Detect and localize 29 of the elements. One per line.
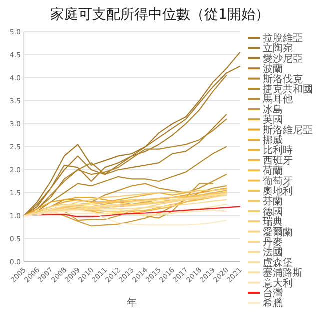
legend-label: 挪威 [263,134,283,146]
legend-label: 意大利 [262,277,293,290]
legend-label: 馬耳他 [262,94,293,106]
legend-label: 希臘 [263,298,283,310]
legend-label: 愛爾蘭 [263,226,293,238]
legend-label: 丹麥 [263,236,283,248]
legend-label: 法國 [263,246,283,259]
legend-label: 奧地利 [263,186,293,198]
x-axis-title: 年 [127,297,137,309]
legend-label: 捷克共和國 [263,84,313,96]
legend-label: 愛沙尼亞 [263,52,303,65]
legend-label: 盧森堡 [263,256,293,269]
legend-label: 西班牙 [263,154,293,167]
legend-label: 葡萄牙 [263,175,293,188]
legend-label: 台灣 [263,288,283,300]
legend-label: 斯洛伐克 [263,73,303,86]
legend-label: 英國 [263,114,283,126]
legend-label: 波蘭 [263,63,283,76]
legend-label: 斯洛維尼亞 [263,124,313,136]
legend-label: 芬蘭 [263,196,283,208]
legend-label: 比利時 [263,144,293,157]
legend-label: 拉脫維亞 [263,32,303,44]
legend-label: 塞浦路斯 [263,267,303,280]
legend-label: 荷蘭 [263,165,283,178]
legend-label: 瑞典 [263,216,283,228]
legend-label: 立陶宛 [263,42,293,55]
legend-label: 德國 [263,206,283,218]
chart-title: 家庭可支配所得中位數（從1開始） [50,7,270,23]
legend-label: 冰島 [263,104,283,116]
